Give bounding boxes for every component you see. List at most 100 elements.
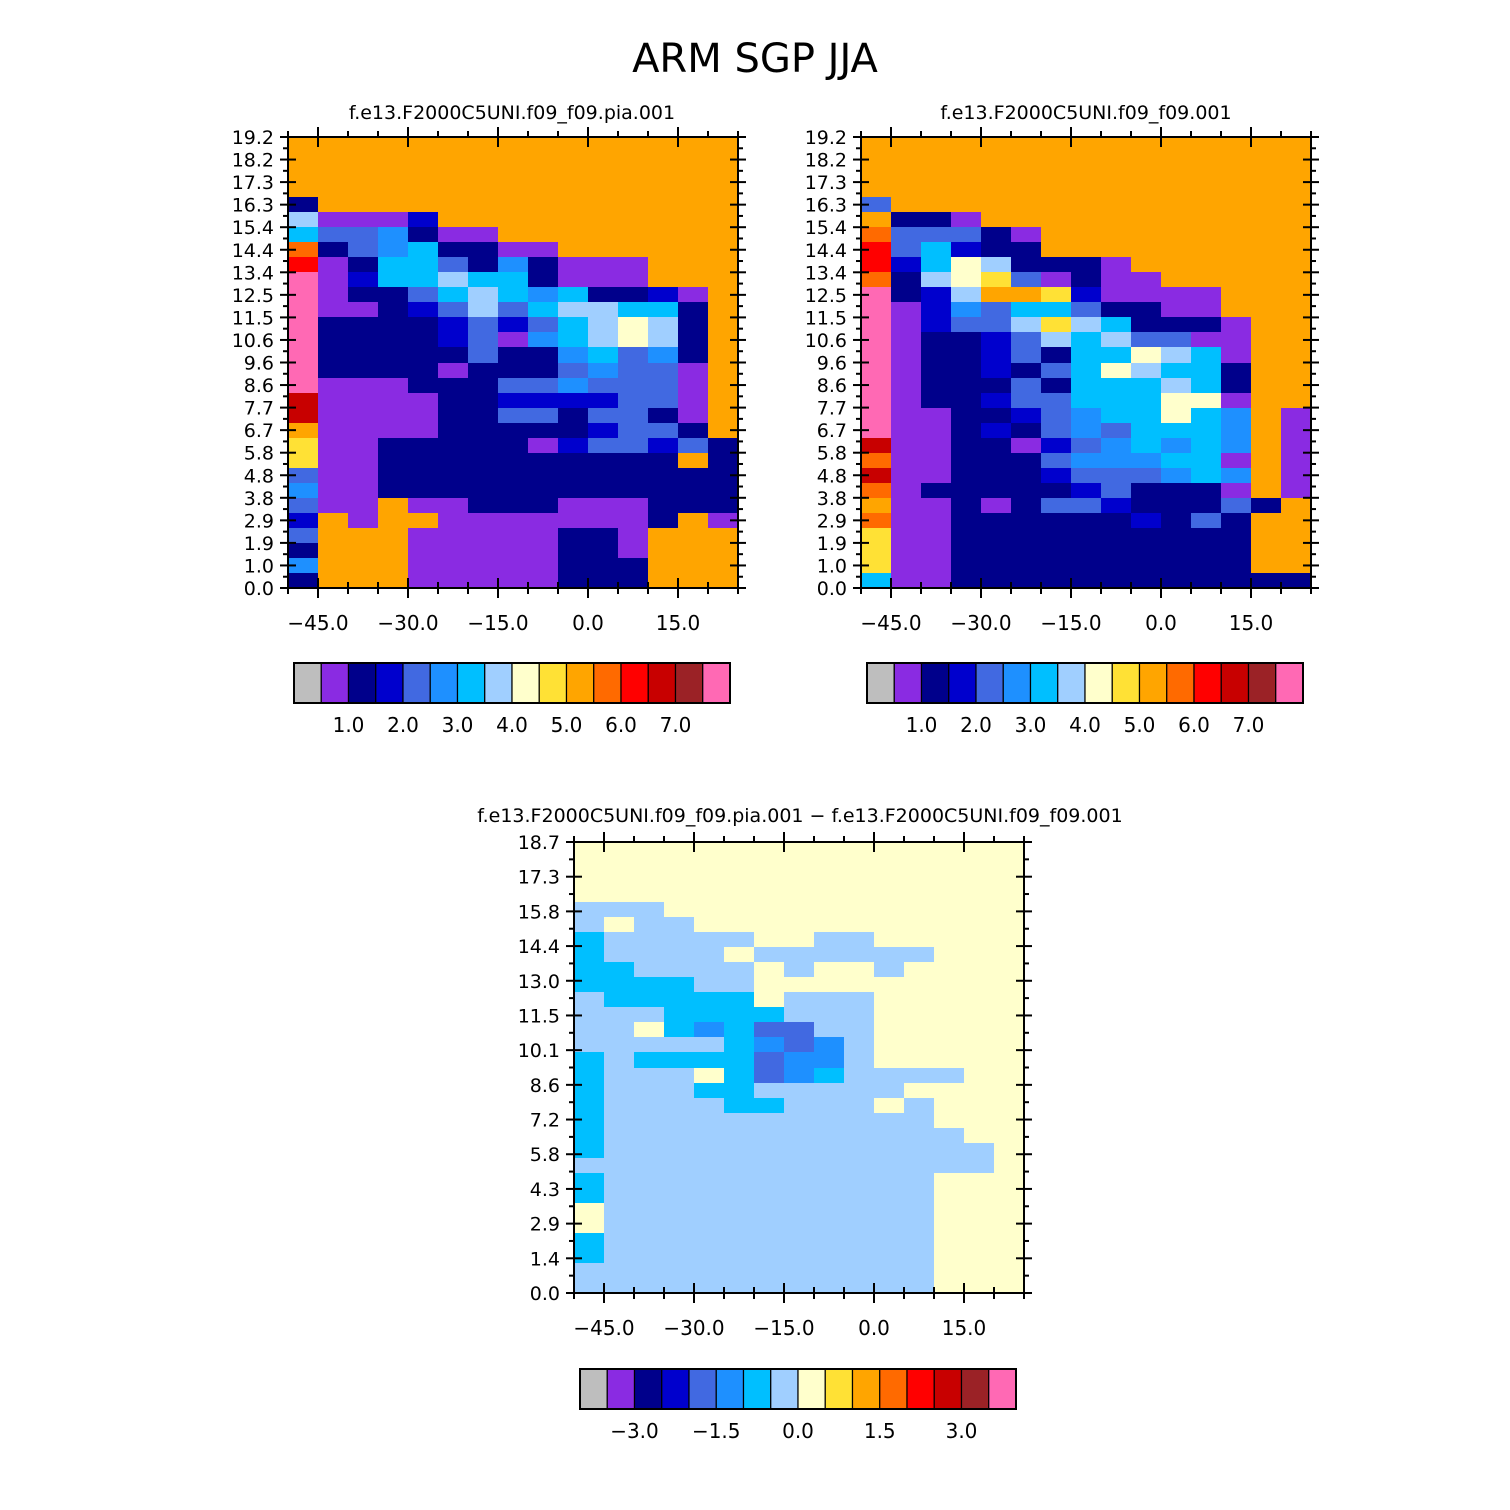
heatmap-cell (288, 347, 318, 363)
heatmap-cell (1281, 363, 1311, 378)
colorbar-label: 3.0 (442, 713, 474, 737)
heatmap-cell (964, 1203, 994, 1218)
heatmap-cell (981, 197, 1011, 212)
heatmap-cell (904, 1068, 934, 1083)
colorbar-swatch (1193, 662, 1222, 704)
y-tick-label: 10.1 (518, 1040, 560, 1062)
heatmap-cell (891, 257, 921, 272)
heatmap-cell (934, 1068, 964, 1083)
heatmap-cell (708, 363, 738, 378)
heatmap-cell (844, 1052, 874, 1068)
heatmap-cell (634, 932, 664, 947)
heatmap-cell (574, 1022, 604, 1037)
heatmap-cell (1101, 543, 1131, 558)
heatmap-cell (1101, 453, 1131, 468)
heatmap-cell (861, 483, 891, 498)
heatmap-cell (678, 378, 708, 393)
heatmap-cell (754, 887, 784, 902)
heatmap-cell (994, 947, 1024, 962)
heatmap-cell (678, 498, 708, 513)
colorbar-swatch (579, 1368, 608, 1410)
heatmap-cell (981, 182, 1011, 197)
heatmap-cell (664, 947, 694, 962)
heatmap-cell (951, 272, 981, 287)
heatmap-cell (1131, 513, 1161, 528)
heatmap-cell (588, 167, 618, 182)
heatmap-cell (664, 977, 694, 992)
heatmap-cell (694, 1218, 724, 1233)
heatmap-cell (814, 1007, 844, 1022)
heatmap-cell (814, 1113, 844, 1128)
heatmap-cell (678, 302, 708, 317)
heatmap-cell (574, 917, 604, 932)
heatmap-cell (574, 1143, 604, 1158)
heatmap-cell (708, 152, 738, 167)
heatmap-cell (784, 932, 814, 947)
heatmap-cell (921, 408, 951, 423)
heatmap-cell (288, 438, 318, 453)
heatmap-cell (288, 317, 318, 332)
heatmap-cell (708, 393, 738, 408)
heatmap-cell (1251, 543, 1281, 558)
heatmap-cell (994, 1098, 1024, 1113)
heatmap-cell (574, 1007, 604, 1022)
heatmap-cell (964, 1128, 994, 1143)
heatmap-cell (994, 962, 1024, 977)
colorbar-swatch (879, 1368, 908, 1410)
heatmap-cell (934, 1098, 964, 1113)
heatmap-cell (1191, 212, 1221, 227)
heatmap-cell (874, 1128, 904, 1143)
heatmap-cell (861, 287, 891, 302)
heatmap-cell (604, 842, 634, 857)
heatmap-cell (708, 167, 738, 182)
heatmap-cell (754, 932, 784, 947)
heatmap-cell (754, 1113, 784, 1128)
heatmap-cell (964, 1278, 994, 1293)
heatmap-cell (648, 242, 678, 257)
panel-a-x-tick-labels: −45.0 −30.0 −15.0 0.0 15.0 (287, 611, 700, 635)
heatmap-cell (874, 1143, 904, 1158)
heatmap-cell (891, 468, 921, 483)
heatmap-cell (754, 1128, 784, 1143)
colorbar-swatch (320, 662, 350, 704)
heatmap-cell (288, 287, 318, 302)
heatmap-cell (558, 332, 588, 347)
heatmap-cell (408, 212, 438, 227)
panel-difference-heatmap (574, 842, 1024, 1293)
heatmap-cell (1041, 558, 1071, 573)
heatmap-cell (934, 1278, 964, 1293)
heatmap-cell (574, 842, 604, 857)
heatmap-cell (438, 423, 468, 438)
heatmap-cell (708, 227, 738, 242)
heatmap-cell (618, 528, 648, 543)
heatmap-cell (604, 962, 634, 977)
heatmap-cell (408, 182, 438, 197)
heatmap-cell (1161, 227, 1191, 242)
heatmap-cell (588, 227, 618, 242)
heatmap-cell (408, 167, 438, 182)
heatmap-cell (784, 947, 814, 962)
heatmap-cell (724, 962, 754, 977)
heatmap-cell (1191, 543, 1221, 558)
heatmap-cell (378, 438, 408, 453)
heatmap-cell (784, 1278, 814, 1293)
heatmap-cell (964, 887, 994, 902)
heatmap-cell (1101, 242, 1131, 257)
heatmap-cell (844, 1233, 874, 1248)
heatmap-cell (694, 1143, 724, 1158)
heatmap-cell (318, 317, 348, 332)
heatmap-cell (1041, 272, 1071, 287)
heatmap-cell (1251, 393, 1281, 408)
heatmap-cell (921, 257, 951, 272)
heatmap-cell (1281, 182, 1311, 197)
heatmap-cell (378, 212, 408, 227)
heatmap-cell (844, 857, 874, 872)
heatmap-cell (724, 887, 754, 902)
heatmap-cell (1161, 393, 1191, 408)
heatmap-cell (528, 468, 558, 483)
heatmap-cell (438, 182, 468, 197)
heatmap-cell (618, 137, 648, 152)
heatmap-cell (664, 1052, 694, 1068)
heatmap-cell (754, 947, 784, 962)
colorbar-label: 5.0 (551, 713, 583, 737)
